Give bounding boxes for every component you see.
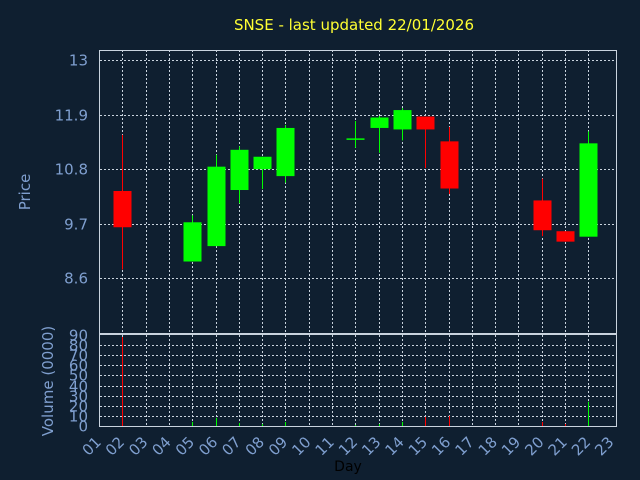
volume-tick-label: 80 [69,337,88,355]
volume-tick-label: 30 [69,388,88,406]
candle-body [579,143,598,237]
x-axis-label: Day [334,459,362,475]
candle-body [416,116,435,130]
volume-tick-label: 70 [69,347,88,365]
candle-body [556,231,575,242]
price-tick-label: 9.7 [64,216,88,234]
candle-body [393,110,412,130]
volume-bars [122,337,589,426]
candle-body [346,138,365,140]
candle-body [207,166,226,247]
chart-title: SNSE - last updated 22/01/2026 [234,16,474,34]
volume-panel [99,334,617,427]
volume-axis-label: Volume (0000) [39,326,57,436]
candle-body [370,117,389,128]
price-tick-label: 13 [69,52,88,70]
volume-tick-label: 40 [69,378,88,396]
candle-body [253,156,272,170]
candle-body [230,149,249,191]
volume-tick-label: 90 [69,327,88,345]
price-tick-label: 8.6 [64,270,88,288]
price-candles [113,108,598,270]
price-tick-label: 11.9 [55,107,88,125]
price-axis-label: Price [16,174,34,211]
volume-tick-label: 0 [78,418,88,436]
candle-body [113,191,132,228]
price-panel [99,50,617,334]
candle-body [440,141,459,189]
candle-body [183,222,202,262]
price-tick-label: 10.8 [55,161,88,179]
volume-tick-label: 60 [69,357,88,375]
candle-body [276,127,295,177]
volume-tick-label: 20 [69,398,88,416]
volume-tick-label: 10 [69,408,88,426]
volume-tick-label: 50 [69,367,88,385]
candle-body [533,200,552,231]
